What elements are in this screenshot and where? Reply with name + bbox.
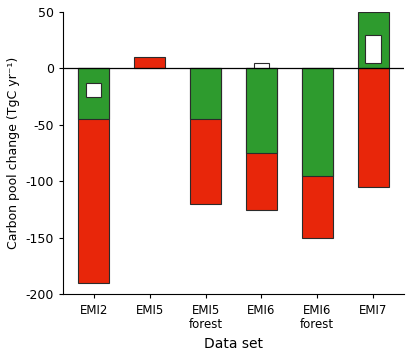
Bar xyxy=(79,68,109,119)
Bar xyxy=(79,68,109,283)
Bar xyxy=(358,12,388,68)
Bar xyxy=(302,68,332,238)
Y-axis label: Carbon pool change (TgC yr⁻¹): Carbon pool change (TgC yr⁻¹) xyxy=(7,57,20,249)
Bar xyxy=(365,34,381,63)
Bar xyxy=(246,68,277,210)
Bar xyxy=(134,57,165,68)
Bar xyxy=(254,63,269,68)
X-axis label: Data set: Data set xyxy=(204,337,263,351)
Bar xyxy=(190,68,221,119)
Bar xyxy=(358,68,388,187)
Bar xyxy=(190,68,221,204)
Bar xyxy=(246,68,277,153)
Bar xyxy=(302,68,332,176)
Bar xyxy=(86,83,102,97)
